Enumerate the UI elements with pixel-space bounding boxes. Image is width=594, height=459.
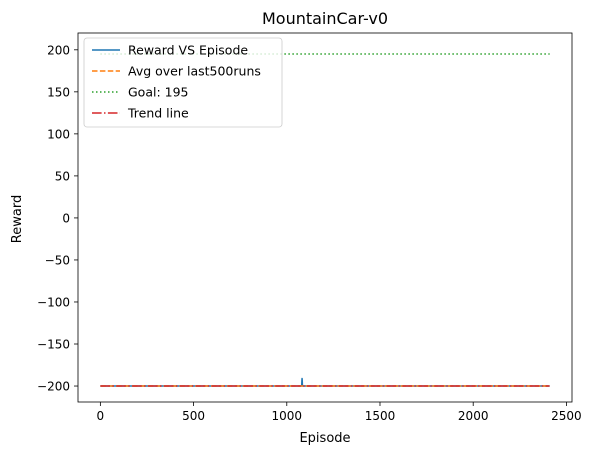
chart-title: MountainCar-v0 (262, 9, 388, 28)
x-tick-label: 2000 (458, 409, 489, 423)
y-tick-label: 0 (62, 211, 70, 225)
legend-label-2: Avg over last500runs (128, 64, 261, 79)
y-tick-label: 50 (55, 169, 70, 183)
x-tick-label: 2500 (551, 409, 582, 423)
legend-label-4: Trend line (127, 106, 189, 121)
x-axis-label: Episode (299, 431, 350, 446)
y-tick-label: 150 (47, 85, 70, 99)
x-tick-label: 1500 (365, 409, 396, 423)
y-tick-label: −100 (37, 295, 70, 309)
plot-frame (77, 32, 573, 403)
legend: Reward VS Episode Avg over last500runs Goa… (83, 37, 283, 128)
x-tick-label: 0 (97, 409, 105, 423)
x-tick-label: 1000 (272, 409, 303, 423)
y-tick-label: −150 (37, 338, 70, 352)
legend-box (83, 37, 283, 128)
plot-area (100, 53, 550, 387)
y-tick-label: 200 (47, 43, 70, 57)
y-tick-label: −200 (37, 380, 70, 394)
legend-label-1: Reward VS Episode (128, 43, 248, 58)
y-tick-label: −50 (45, 253, 70, 267)
series-line-1 (100, 377, 550, 387)
y-axis-label: Reward (10, 195, 25, 243)
axis-ticks: 0 500 1000 1500 2000 2500 −200 −150 −100 −50 0 50 10… (37, 32, 582, 423)
legend-label-3: Goal: 195 (128, 85, 189, 100)
y-tick-label: 100 (47, 127, 70, 141)
x-tick-label: 500 (182, 409, 205, 423)
